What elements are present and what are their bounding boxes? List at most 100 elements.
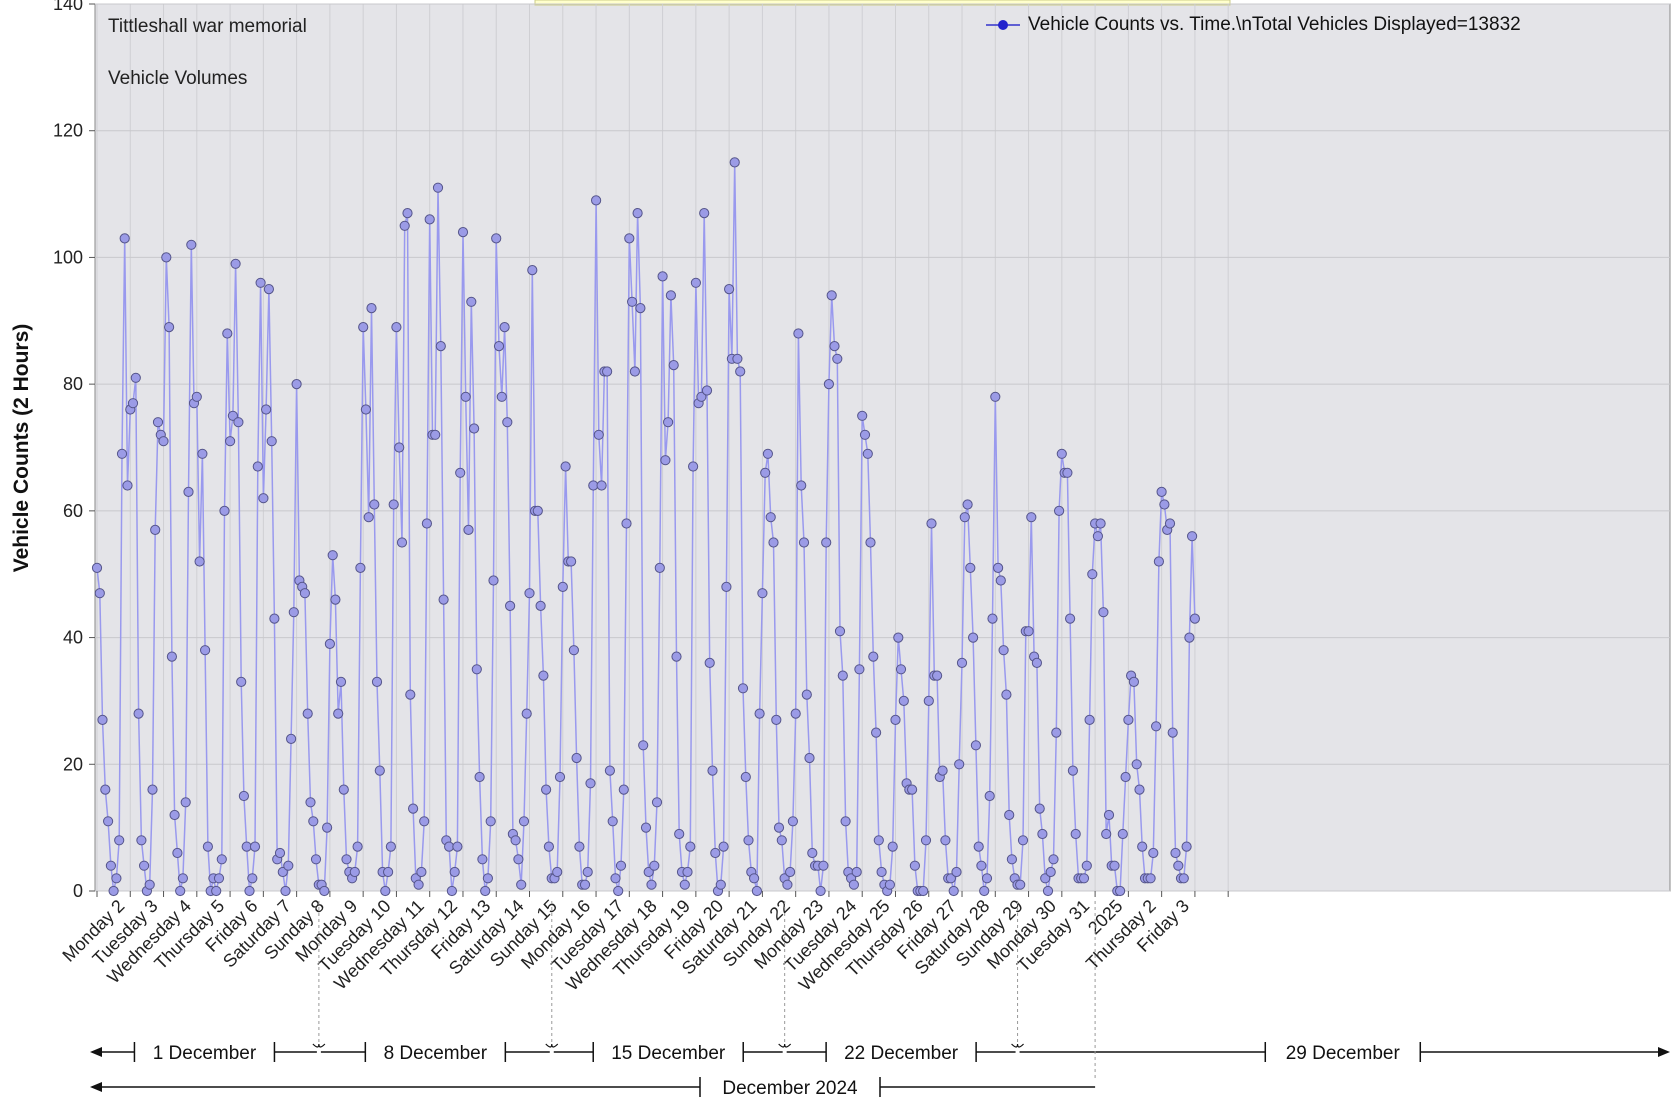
data-point [184,487,193,496]
data-point [123,481,132,490]
week-label: 1 December [153,1043,257,1064]
data-point [586,779,595,788]
data-point [320,886,329,895]
data-point [628,297,637,306]
data-point [522,709,531,718]
data-point [1116,886,1125,895]
data-point [1152,722,1161,731]
data-point [514,855,523,864]
y-tick-label: 0 [73,881,83,901]
data-point [409,804,418,813]
data-point [472,665,481,674]
data-point [287,734,296,743]
data-point [309,817,318,826]
data-point [170,810,179,819]
data-point [1188,532,1197,541]
data-point [486,817,495,826]
data-point [783,880,792,889]
data-point [999,646,1008,655]
data-point [858,411,867,420]
week-label: 15 December [611,1043,726,1064]
data-point [700,209,709,218]
data-point [328,551,337,560]
data-point [910,861,919,870]
data-point [664,418,673,427]
arrow-left [90,1047,102,1057]
data-point [1168,728,1177,737]
data-point [492,234,501,243]
data-point [1135,785,1144,794]
data-point [860,430,869,439]
legend-series-label: Vehicle Counts vs. Time.\nTotal Vehicles… [1028,14,1521,35]
data-point [1104,810,1113,819]
data-point [128,399,137,408]
data-point [1165,519,1174,528]
data-point [506,601,515,610]
data-point [819,861,828,870]
data-point [1085,715,1094,724]
data-point [425,215,434,224]
data-point [608,817,617,826]
data-point [226,437,235,446]
data-point [109,886,118,895]
data-point [971,741,980,750]
data-point [483,874,492,883]
week-boundary-notch [313,1044,325,1047]
data-point [866,538,875,547]
week-boundary-notch [1012,1044,1024,1047]
data-point [1093,532,1102,541]
data-point [802,690,811,699]
data-point [214,874,223,883]
data-point [342,855,351,864]
data-point [558,582,567,591]
data-point [622,519,631,528]
data-point [542,785,551,794]
data-point [281,886,290,895]
data-point [666,291,675,300]
data-point [392,323,401,332]
data-point [250,842,259,851]
data-point [938,766,947,775]
data-point [619,785,628,794]
data-point [752,886,761,895]
data-point [1049,855,1058,864]
data-point [855,665,864,674]
data-point [475,772,484,781]
data-point [996,576,1005,585]
data-point [95,589,104,598]
month-label: December 2024 [722,1078,858,1099]
data-point [331,595,340,604]
data-point [325,639,334,648]
data-point [788,817,797,826]
data-point [372,677,381,686]
data-point [1124,715,1133,724]
data-point [1099,608,1108,617]
data-point [966,563,975,572]
week-label: 29 December [1286,1043,1401,1064]
data-point [1079,874,1088,883]
data-point [1032,658,1041,667]
data-point [691,278,700,287]
data-point [583,867,592,876]
data-point [738,684,747,693]
data-point [536,601,545,610]
data-point [741,772,750,781]
y-tick-label: 80 [63,374,83,394]
data-point [519,817,528,826]
data-point [605,766,614,775]
data-point [908,785,917,794]
data-point [614,886,623,895]
data-point [336,677,345,686]
data-point [264,285,273,294]
y-axis-label: Vehicle Counts (2 Hours) [10,324,33,573]
data-point [863,449,872,458]
data-point [422,519,431,528]
data-point [561,462,570,471]
data-point [494,342,503,351]
data-point [960,513,969,522]
data-point [969,633,978,642]
data-point [292,380,301,389]
data-point [553,867,562,876]
data-point [794,329,803,338]
